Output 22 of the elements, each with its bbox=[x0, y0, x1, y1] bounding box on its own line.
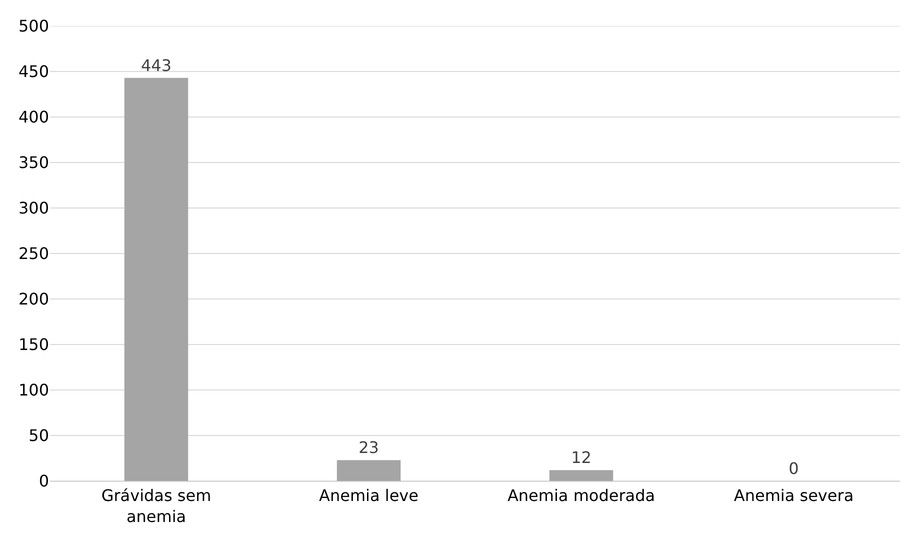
data-label: 12 bbox=[571, 448, 592, 468]
y-tick-label: 50 bbox=[28, 426, 49, 446]
y-tick-label: 350 bbox=[18, 153, 49, 172]
x-tick-label: Anemia severa bbox=[734, 486, 854, 506]
y-tick-label: 150 bbox=[18, 335, 49, 354]
y-tick-label: 200 bbox=[18, 290, 49, 309]
y-tick-label: 450 bbox=[18, 62, 49, 82]
x-tick-label: Grávidas sem anemia bbox=[101, 486, 212, 526]
bar bbox=[336, 460, 401, 481]
bar bbox=[549, 470, 614, 481]
data-label: 23 bbox=[358, 438, 379, 458]
x-tick-label: Anemia leve bbox=[319, 486, 418, 506]
data-label: 0 bbox=[788, 459, 799, 478]
data-label: 443 bbox=[140, 56, 172, 75]
y-tick-label: 500 bbox=[18, 16, 49, 36]
y-tick-label: 100 bbox=[18, 380, 49, 400]
y-tick-label: 250 bbox=[18, 244, 49, 264]
y-tick-label: 400 bbox=[18, 108, 49, 127]
y-tick-label: 0 bbox=[38, 472, 49, 491]
x-tick-label: Anemia moderada bbox=[507, 486, 656, 506]
y-tick-label: 300 bbox=[18, 198, 49, 218]
bar bbox=[124, 78, 188, 481]
